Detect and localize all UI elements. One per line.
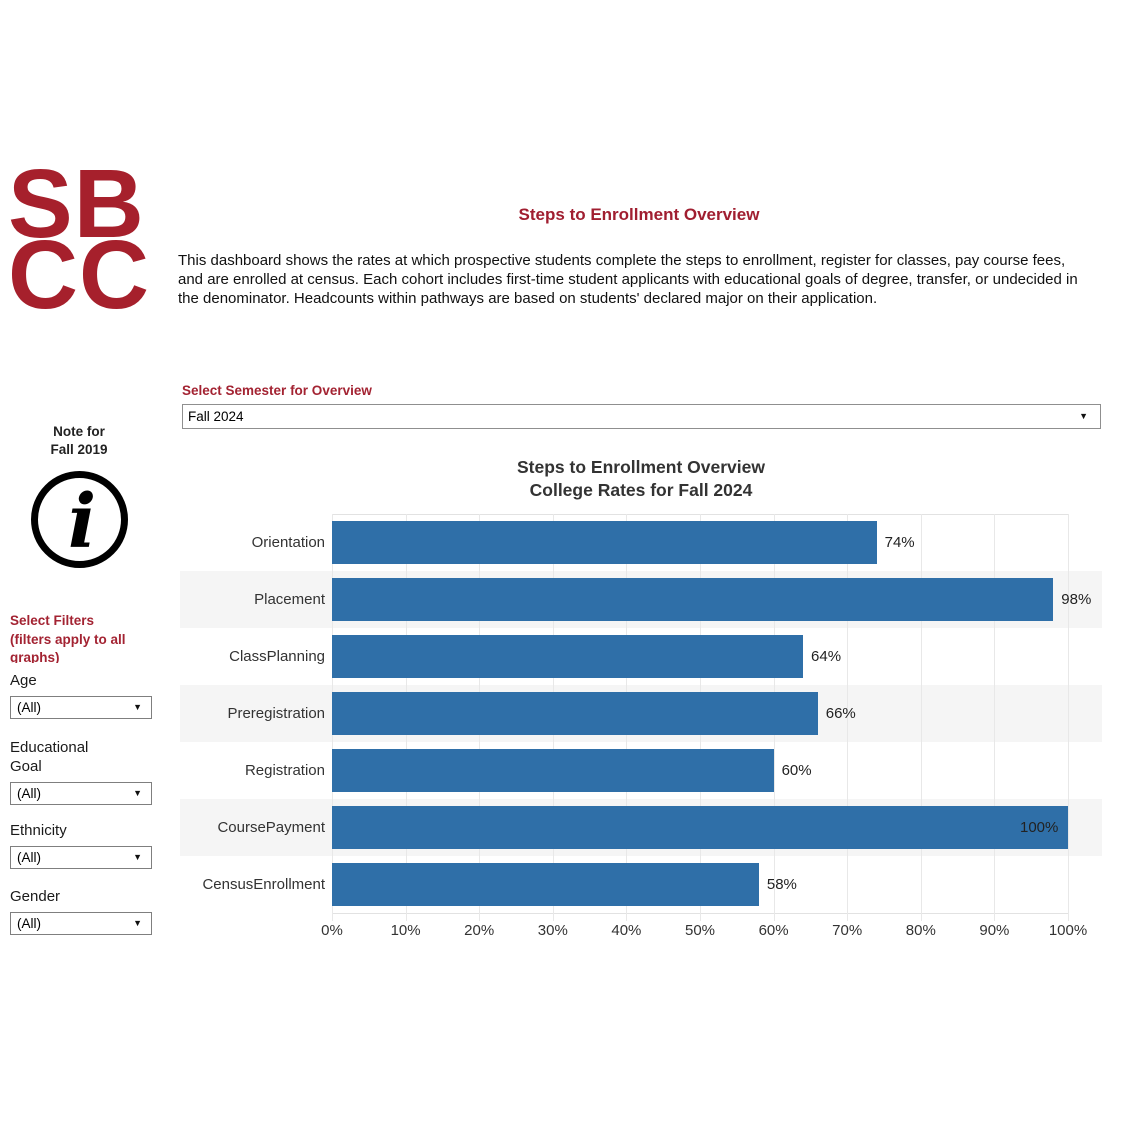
semester-select-value: Fall 2024: [188, 409, 244, 424]
chart-title: Steps to Enrollment Overview: [517, 457, 765, 477]
page-title: Steps to Enrollment Overview: [518, 205, 760, 224]
gridline: [1068, 514, 1069, 921]
x-tick-label: 20%: [464, 922, 495, 939]
category-label: Placement: [254, 591, 325, 608]
x-tick-label: 30%: [537, 922, 568, 939]
bar[interactable]: [332, 635, 804, 678]
category-label: Registration: [244, 762, 325, 779]
filter-select-age[interactable]: (All) ▼: [10, 696, 152, 719]
x-tick-label: 100%: [1048, 922, 1088, 939]
filter-group-ethnicity: Ethnicity (All) ▼: [10, 821, 152, 869]
filter-label-educational-goal: Educational Goal: [10, 739, 89, 775]
bar[interactable]: [332, 749, 774, 792]
logo-line2: CC: [8, 220, 151, 329]
dashboard-description: This dashboard shows the rates at which …: [178, 252, 1078, 307]
plot-rows: Orientation 74% Placement 98% ClassPlanning 6…: [180, 514, 1102, 913]
x-tick-label: 80%: [905, 922, 936, 939]
plot: Orientation 74% Placement 98% ClassPlanning 6…: [180, 514, 1102, 921]
filter-label-ethnicity: Ethnicity: [10, 822, 67, 839]
value-label: 98%: [1061, 591, 1092, 608]
bar[interactable]: [332, 578, 1054, 621]
filter-value-gender: (All): [17, 916, 41, 931]
chevron-down-icon: ▼: [133, 788, 142, 798]
semester-select[interactable]: Fall 2024 ▼: [182, 404, 1101, 429]
chart-subtitle: College Rates for Fall 2024: [529, 480, 753, 500]
filter-select-gender[interactable]: (All) ▼: [10, 912, 152, 935]
chevron-down-icon: ▼: [133, 852, 142, 862]
info-icon[interactable]: i: [28, 468, 131, 571]
semester-select-label: Select Semester for Overview: [182, 383, 372, 398]
filter-label-gender: Gender: [10, 888, 61, 905]
bar[interactable]: [332, 863, 759, 906]
category-label: CensusEnrollment: [202, 876, 325, 893]
category-label: CoursePayment: [217, 819, 325, 836]
filters-heading-line1: Select Filters: [10, 613, 95, 628]
value-label: 58%: [766, 876, 797, 893]
gridline: [994, 514, 996, 921]
filter-group-age: Age (All) ▼: [10, 671, 152, 719]
chart-title-block: Steps to Enrollment Overview College Rat…: [180, 450, 1102, 502]
logo-line1: SB: [8, 149, 145, 258]
gridline: [920, 514, 922, 921]
filter-label-age: Age: [10, 672, 37, 689]
filter-select-educational-goal[interactable]: (All) ▼: [10, 782, 152, 805]
x-tick-label: 90%: [979, 922, 1010, 939]
bar[interactable]: [332, 806, 1068, 849]
value-label: 74%: [884, 534, 915, 551]
x-tick-label: 40%: [611, 922, 642, 939]
chevron-down-icon: ▼: [1079, 411, 1088, 421]
filter-group-gender: Gender (All) ▼: [10, 887, 152, 935]
category-label: Orientation: [251, 534, 325, 551]
note-line1: Note for: [53, 424, 105, 439]
filter-value-ethnicity: (All): [17, 850, 41, 865]
filter-value-age: (All): [17, 700, 41, 715]
filter-group-educational-goal: Educational Goal (All) ▼: [10, 738, 152, 805]
chart-row: Registration 60%: [180, 742, 1102, 799]
chart-row: CoursePayment 100%: [180, 799, 1102, 856]
x-tick-label: 0%: [321, 922, 343, 939]
note-line2: Fall 2019: [50, 442, 108, 457]
filters-heading: Select Filters (filters apply to all gra…: [10, 612, 162, 663]
chart-row: Preregistration 66%: [180, 685, 1102, 742]
chevron-down-icon: ▼: [133, 702, 142, 712]
x-tick-label: 50%: [684, 922, 716, 939]
filters-heading-line2: (filters apply to all graphs): [10, 631, 126, 664]
svg-text:i: i: [68, 479, 96, 565]
x-tick-label: 60%: [758, 922, 789, 939]
chart-row: Orientation 74%: [180, 514, 1102, 571]
gridline: [847, 514, 849, 921]
bar[interactable]: [332, 692, 818, 735]
x-tick-label: 10%: [390, 922, 421, 939]
chart-row: CensusEnrollment 58%: [180, 856, 1102, 913]
bar[interactable]: [332, 521, 877, 564]
sbcc-logo: SB CC: [8, 149, 151, 329]
chart-row: ClassPlanning 64%: [180, 628, 1102, 685]
filter-value-educational-goal: (All): [17, 786, 41, 801]
chart-row: Placement 98%: [180, 571, 1102, 628]
filter-select-ethnicity[interactable]: (All) ▼: [10, 846, 152, 869]
category-label: ClassPlanning: [229, 648, 325, 665]
header: Steps to Enrollment Overview This dashbo…: [178, 205, 1100, 308]
chevron-down-icon: ▼: [133, 918, 142, 928]
enrollment-bar-chart: Steps to Enrollment Overview College Rat…: [180, 450, 1102, 950]
value-label: 60%: [781, 762, 812, 779]
note-label: Note for Fall 2019: [18, 423, 140, 459]
category-label: Preregistration: [227, 705, 325, 722]
value-label: 66%: [825, 705, 856, 722]
x-tick-label: 70%: [832, 922, 863, 939]
value-label: 100%: [1020, 819, 1059, 836]
x-axis: 0% 10% 20% 30% 40% 50% 60% 70% 80% 90% 100%: [180, 922, 1102, 942]
value-label: 64%: [811, 648, 842, 665]
